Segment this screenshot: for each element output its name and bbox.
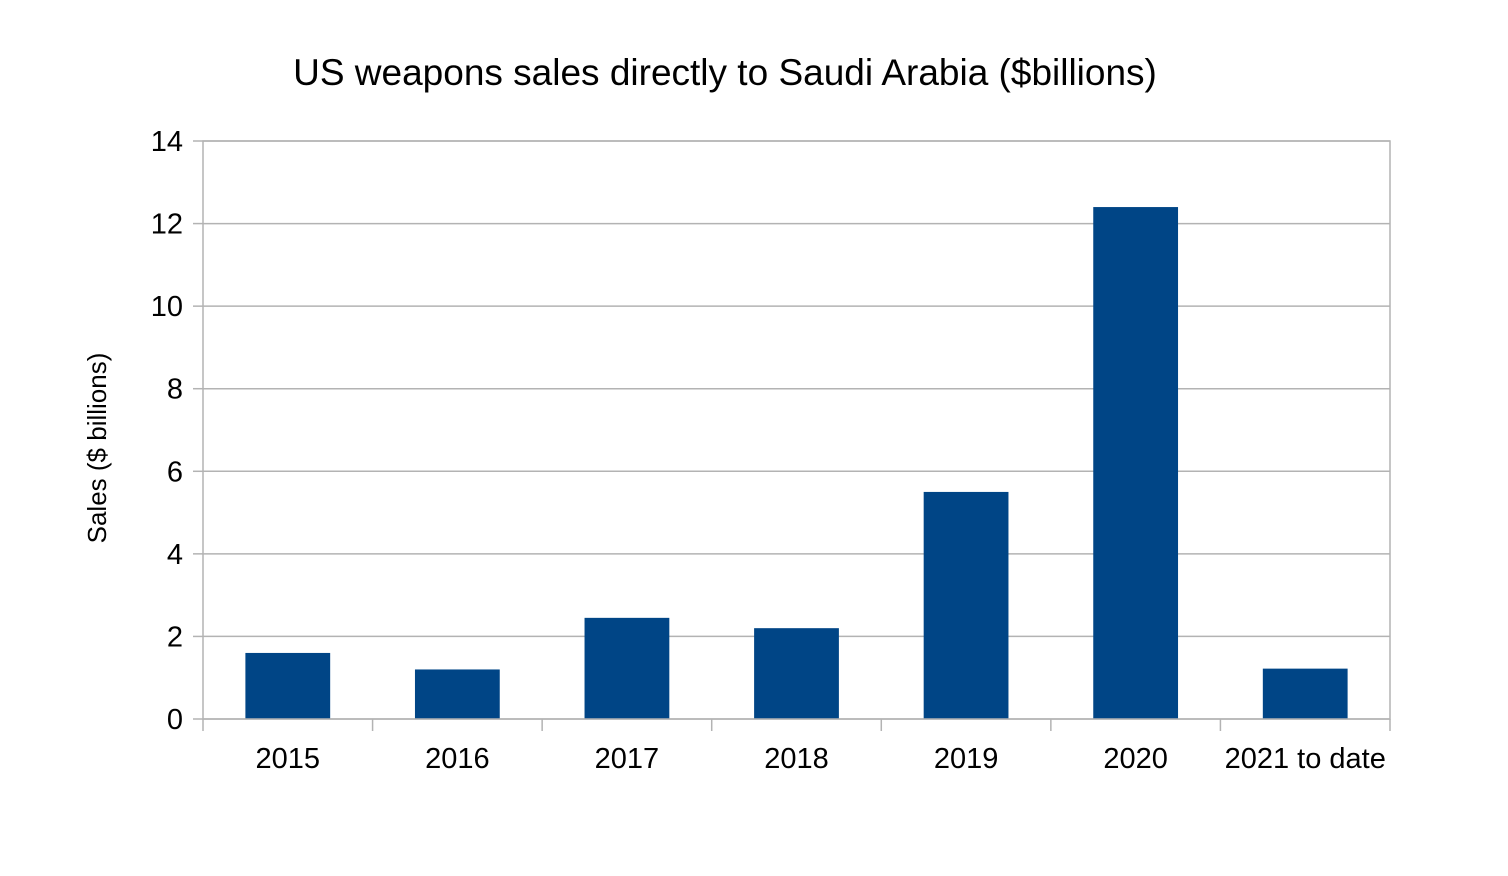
x-tick-label: 2018 bbox=[764, 743, 829, 775]
axes bbox=[193, 140, 1391, 731]
bar-2016 bbox=[414, 669, 500, 719]
bars bbox=[245, 207, 1348, 720]
bar-2017 bbox=[584, 617, 670, 719]
x-tick-label: 2016 bbox=[425, 743, 490, 775]
y-tick-label: 4 bbox=[167, 539, 183, 571]
plot-frame bbox=[202, 140, 1391, 720]
y-tick-label: 8 bbox=[167, 374, 183, 406]
bar-2015 bbox=[245, 652, 331, 719]
x-tick-label: 2015 bbox=[256, 743, 321, 775]
y-tick-label: 0 bbox=[167, 704, 183, 736]
y-axis-label: Sales ($ billions) bbox=[82, 353, 112, 544]
y-tick-label: 14 bbox=[151, 126, 183, 158]
x-tick-label: 2019 bbox=[934, 743, 999, 775]
bar-2018 bbox=[754, 628, 839, 719]
y-tick-labels: 0 2 4 6 8 10 12 14 bbox=[151, 126, 183, 736]
x-tick-labels: 2015 2016 2017 2018 2019 2020 2021 to date bbox=[256, 743, 1386, 775]
bar-2021-to-date bbox=[1262, 668, 1348, 719]
chart-title: US weapons sales directly to Saudi Arabi… bbox=[293, 52, 1157, 93]
bar-2019 bbox=[923, 491, 1009, 719]
y-tick-label: 6 bbox=[167, 456, 183, 488]
x-tick-label: 2020 bbox=[1103, 743, 1168, 775]
bar-2020 bbox=[1093, 207, 1179, 720]
y-tick-label: 2 bbox=[167, 621, 183, 653]
x-tick-label: 2017 bbox=[595, 743, 660, 775]
y-tick-label: 12 bbox=[151, 209, 183, 241]
y-tick-label: 10 bbox=[151, 291, 183, 323]
x-tick-label: 2021 to date bbox=[1225, 743, 1386, 775]
